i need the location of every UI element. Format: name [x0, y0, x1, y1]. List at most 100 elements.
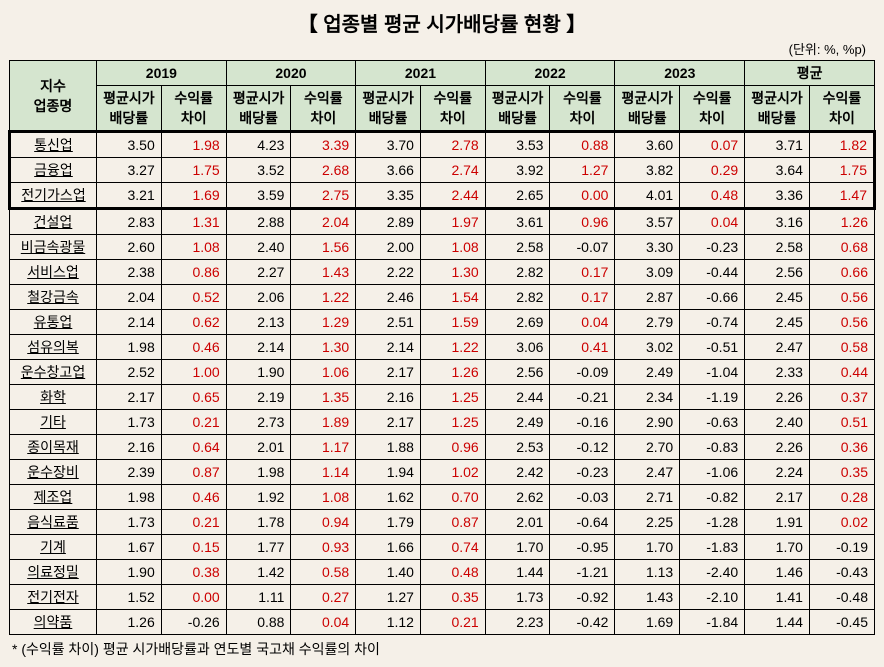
data-cell: 1.26: [420, 360, 485, 385]
data-cell: -0.63: [680, 410, 745, 435]
table-row: 기타1.730.212.731.892.171.252.49-0.162.90-…: [10, 410, 875, 435]
table-row: 의약품1.26-0.260.880.041.120.212.23-0.421.6…: [10, 610, 875, 635]
data-cell: 1.40: [356, 560, 421, 585]
data-cell: 2.33: [745, 360, 810, 385]
data-cell: 2.88: [226, 209, 291, 235]
data-cell: 2.60: [97, 235, 162, 260]
data-cell: 1.43: [291, 260, 356, 285]
data-cell: 0.68: [809, 235, 874, 260]
data-table: 지수업종명20192020202120222023평균평균시가배당률수익률차이평…: [8, 60, 876, 635]
data-cell: 0.37: [809, 385, 874, 410]
data-cell: 2.56: [485, 360, 550, 385]
data-cell: 4.23: [226, 132, 291, 158]
data-cell: 1.06: [291, 360, 356, 385]
data-cell: 2.17: [745, 485, 810, 510]
data-cell: 1.54: [420, 285, 485, 310]
data-cell: 1.69: [161, 183, 226, 209]
header-year: 2021: [356, 61, 486, 86]
data-cell: 3.57: [615, 209, 680, 235]
data-cell: 2.89: [356, 209, 421, 235]
data-cell: -0.42: [550, 610, 615, 635]
header-year: 2022: [485, 61, 615, 86]
data-cell: 1.35: [291, 385, 356, 410]
data-cell: 1.27: [550, 158, 615, 183]
data-cell: 0.17: [550, 285, 615, 310]
data-cell: -0.51: [680, 335, 745, 360]
data-cell: -0.45: [809, 610, 874, 635]
data-cell: 1.90: [97, 560, 162, 585]
data-cell: 2.40: [226, 235, 291, 260]
data-cell: 1.13: [615, 560, 680, 585]
data-cell: -0.03: [550, 485, 615, 510]
table-row: 서비스업2.380.862.271.432.221.302.820.173.09…: [10, 260, 875, 285]
data-cell: 2.82: [485, 285, 550, 310]
header-year: 2020: [226, 61, 356, 86]
data-cell: 1.89: [291, 410, 356, 435]
table-title: 【 업종별 평균 시가배당률 현황 】: [8, 8, 876, 37]
data-cell: 0.96: [420, 435, 485, 460]
data-cell: -0.43: [809, 560, 874, 585]
data-cell: 2.51: [356, 310, 421, 335]
data-cell: 0.27: [291, 585, 356, 610]
data-cell: 2.01: [226, 435, 291, 460]
data-cell: 0.65: [161, 385, 226, 410]
data-cell: 3.66: [356, 158, 421, 183]
data-cell: 0.58: [291, 560, 356, 585]
data-cell: 1.46: [745, 560, 810, 585]
data-cell: 0.17: [550, 260, 615, 285]
data-cell: -0.16: [550, 410, 615, 435]
data-cell: 2.13: [226, 310, 291, 335]
data-cell: 1.30: [291, 335, 356, 360]
header-avg-rate: 평균시가배당률: [226, 86, 291, 132]
data-cell: 3.52: [226, 158, 291, 183]
data-cell: 2.14: [97, 310, 162, 335]
data-cell: 0.93: [291, 535, 356, 560]
row-industry-label: 유통업: [10, 310, 97, 335]
data-cell: 2.23: [485, 610, 550, 635]
data-cell: 2.16: [356, 385, 421, 410]
data-cell: 3.30: [615, 235, 680, 260]
data-cell: 3.39: [291, 132, 356, 158]
data-cell: 2.39: [97, 460, 162, 485]
data-cell: 0.02: [809, 510, 874, 535]
data-cell: 1.30: [420, 260, 485, 285]
data-cell: -1.06: [680, 460, 745, 485]
data-cell: 2.58: [485, 235, 550, 260]
data-cell: 2.26: [745, 385, 810, 410]
data-cell: 0.66: [809, 260, 874, 285]
data-cell: 1.47: [809, 183, 874, 209]
row-industry-label: 비금속광물: [10, 235, 97, 260]
header-yield-diff: 수익률차이: [291, 86, 356, 132]
data-cell: -0.21: [550, 385, 615, 410]
data-cell: 0.35: [809, 460, 874, 485]
data-cell: 2.14: [226, 335, 291, 360]
data-cell: 2.17: [356, 360, 421, 385]
data-cell: 2.52: [97, 360, 162, 385]
data-cell: 1.08: [291, 485, 356, 510]
row-industry-label: 전기가스업: [10, 183, 97, 209]
data-cell: 1.97: [420, 209, 485, 235]
row-industry-label: 의약품: [10, 610, 97, 635]
data-cell: 2.17: [97, 385, 162, 410]
data-cell: -1.28: [680, 510, 745, 535]
data-cell: 1.73: [97, 410, 162, 435]
data-cell: -1.83: [680, 535, 745, 560]
data-cell: 0.00: [161, 585, 226, 610]
row-industry-label: 서비스업: [10, 260, 97, 285]
data-cell: 3.09: [615, 260, 680, 285]
data-cell: 2.47: [745, 335, 810, 360]
table-row: 운수창고업2.521.001.901.062.171.262.56-0.092.…: [10, 360, 875, 385]
table-row: 전기전자1.520.001.110.271.270.351.73-0.921.4…: [10, 585, 875, 610]
data-cell: 1.08: [420, 235, 485, 260]
data-cell: 1.29: [291, 310, 356, 335]
data-cell: 0.29: [680, 158, 745, 183]
data-cell: -0.23: [680, 235, 745, 260]
table-row: 제조업1.980.461.921.081.620.702.62-0.032.71…: [10, 485, 875, 510]
data-cell: 0.36: [809, 435, 874, 460]
data-cell: 2.79: [615, 310, 680, 335]
data-cell: 1.22: [420, 335, 485, 360]
data-cell: 0.88: [226, 610, 291, 635]
row-industry-label: 운수창고업: [10, 360, 97, 385]
data-cell: 1.69: [615, 610, 680, 635]
data-cell: 0.46: [161, 485, 226, 510]
